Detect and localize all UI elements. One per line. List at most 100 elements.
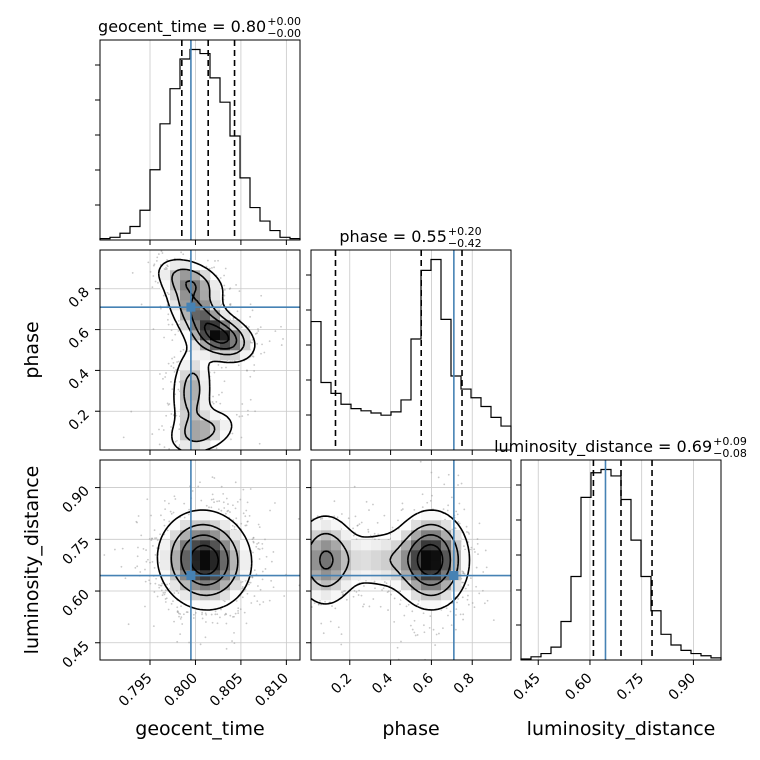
sample-point [353, 485, 356, 488]
density-bin [441, 520, 452, 531]
sample-point [244, 524, 247, 527]
sample-point [292, 566, 294, 568]
frame-panel-geocent_time-vs-phase [99, 249, 301, 451]
sample-point [272, 586, 275, 589]
density-bin [401, 580, 412, 591]
density-bin [170, 290, 181, 301]
sample-point [411, 628, 414, 631]
sample-point [457, 474, 460, 477]
sample-point [258, 558, 261, 560]
density-bin [311, 580, 322, 591]
sample-point [256, 342, 259, 345]
x-tick-label: 0.4 [369, 670, 396, 697]
sample-point [217, 364, 220, 366]
sample-point [240, 581, 242, 584]
sample-point [241, 580, 244, 583]
sample-point [236, 310, 239, 313]
sample-point [469, 577, 472, 580]
title-sub: −0.42 [448, 237, 482, 250]
sample-point [363, 585, 365, 587]
density-bin [210, 350, 221, 361]
sample-point [231, 432, 234, 435]
density-bin [371, 550, 382, 561]
sample-point [249, 488, 252, 490]
sample-point [455, 510, 458, 513]
density-bin [170, 300, 181, 311]
density-bin [311, 560, 322, 571]
sample-point [473, 548, 476, 551]
density-bin [180, 530, 191, 541]
density-bin [190, 380, 201, 391]
panel-geocent_time-vs-phase [100, 250, 300, 472]
sample-point [396, 646, 399, 649]
sample-point [206, 457, 208, 459]
density-bin [200, 420, 211, 431]
y-axis-label-phase: phase [21, 321, 43, 378]
sample-point [216, 500, 218, 503]
density-bin [200, 600, 211, 611]
density-bin [210, 590, 221, 601]
sample-point [166, 318, 169, 321]
sample-point [250, 602, 253, 604]
density-bin [331, 530, 342, 541]
sample-point [255, 545, 258, 548]
density-bin [170, 550, 181, 561]
sample-point [153, 566, 156, 569]
density-bin [230, 540, 241, 551]
histogram-phase [310, 258, 512, 450]
sample-point [484, 549, 487, 552]
sample-point [199, 643, 202, 646]
sample-point [298, 560, 300, 562]
sample-point [251, 355, 254, 358]
sample-point [376, 521, 379, 524]
frame-panel-phase-vs-luminosity_distance [310, 459, 512, 661]
density-bin [371, 540, 382, 551]
sample-point [358, 523, 361, 526]
density-bin [210, 510, 221, 521]
density-bin [190, 410, 201, 421]
sample-point [385, 582, 388, 585]
density-bin [180, 580, 191, 591]
sample-point [171, 339, 174, 342]
density-bin [321, 530, 332, 541]
sample-point [393, 597, 396, 600]
density-bin [240, 540, 251, 551]
sample-point [477, 553, 479, 555]
title-text: geocent_time = 0.80 [98, 17, 266, 37]
density-bin [240, 350, 251, 361]
sample-point [414, 634, 417, 637]
density-bin [200, 340, 211, 351]
sample-point [181, 623, 184, 625]
density-bin [411, 540, 422, 551]
sample-point [446, 509, 449, 512]
sample-point [160, 514, 162, 517]
density-bin [220, 530, 231, 541]
sample-point [204, 470, 206, 472]
sample-point [251, 309, 254, 312]
sample-point [291, 518, 293, 520]
sample-point [345, 598, 348, 601]
sample-point [451, 528, 454, 531]
sample-point [208, 506, 210, 509]
density-bin [421, 510, 432, 521]
density-bin [190, 540, 201, 551]
sample-point [447, 614, 449, 617]
sample-point [153, 529, 156, 532]
title-sub: −0.08 [713, 447, 747, 460]
sample-point [445, 607, 448, 610]
sample-point [231, 640, 233, 642]
sample-point [308, 571, 310, 573]
sample-point [178, 615, 180, 618]
sample-point [292, 551, 294, 553]
sample-point [222, 493, 225, 495]
density-bin [431, 580, 442, 591]
sample-point [201, 613, 203, 616]
sample-point [166, 264, 168, 267]
density-bin [411, 520, 422, 531]
sample-point [174, 393, 177, 396]
sample-point [317, 603, 320, 606]
sample-point [475, 566, 478, 569]
sample-point [164, 376, 167, 378]
density-bin [220, 560, 231, 571]
density-bin [230, 550, 241, 561]
